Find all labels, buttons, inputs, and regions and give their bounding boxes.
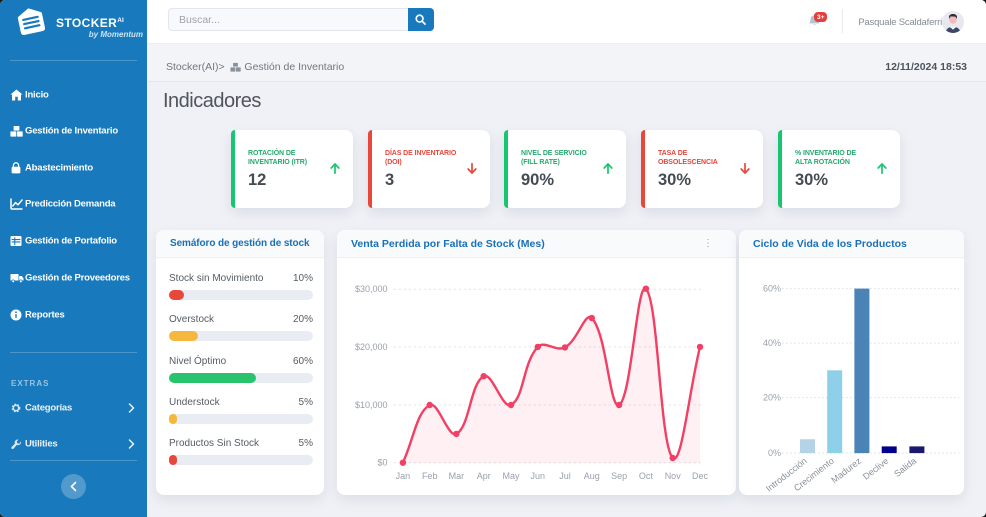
svg-text:60%: 60% (763, 284, 781, 294)
svg-text:$20,000: $20,000 (355, 342, 388, 352)
svg-text:Sep: Sep (611, 471, 627, 481)
svg-text:0%: 0% (768, 448, 781, 458)
svg-text:$10,000: $10,000 (355, 400, 388, 410)
svg-text:Jul: Jul (559, 471, 571, 481)
svg-text:Feb: Feb (422, 471, 438, 481)
svg-text:Dec: Dec (692, 471, 709, 481)
svg-text:Jan: Jan (396, 471, 411, 481)
svg-text:$0: $0 (377, 458, 387, 468)
svg-text:40%: 40% (763, 338, 781, 348)
svg-text:Jun: Jun (531, 471, 546, 481)
svg-text:Aug: Aug (584, 471, 600, 481)
svg-text:Oct: Oct (639, 471, 654, 481)
svg-text:20%: 20% (763, 393, 781, 403)
svg-text:Mar: Mar (449, 471, 465, 481)
svg-text:Declive: Declive (861, 456, 890, 482)
svg-text:Apr: Apr (477, 471, 491, 481)
svg-text:Salida: Salida (892, 456, 918, 479)
svg-text:Madurez: Madurez (829, 455, 863, 485)
svg-text:$30,000: $30,000 (355, 284, 388, 294)
svg-text:May: May (502, 471, 520, 481)
svg-text:Nov: Nov (665, 471, 682, 481)
